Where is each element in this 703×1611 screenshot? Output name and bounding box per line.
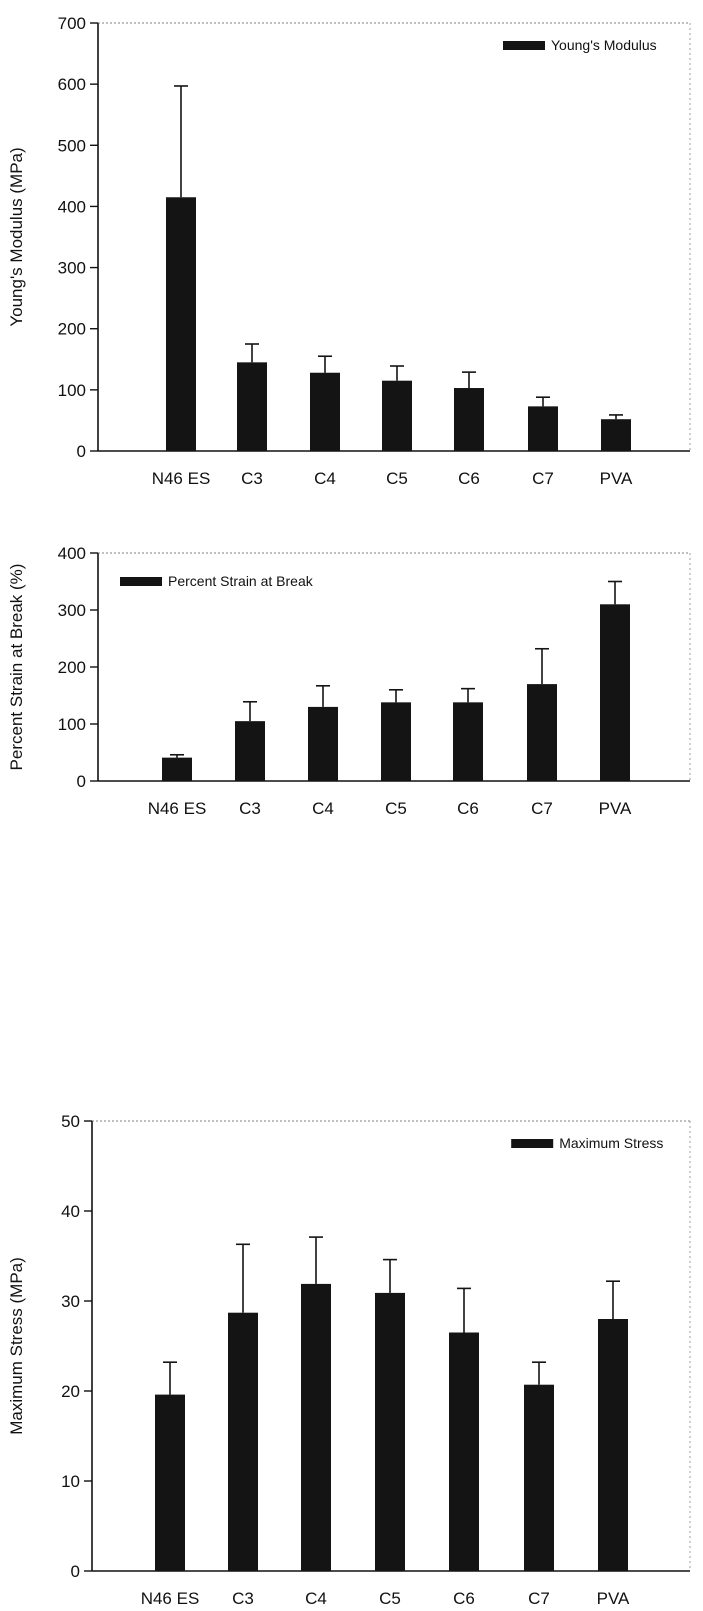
legend-swatch — [511, 1139, 554, 1148]
bar — [308, 706, 338, 781]
x-tick-label: C6 — [453, 1589, 475, 1608]
y-tick-label: 600 — [58, 75, 86, 94]
bar — [601, 419, 631, 451]
y-tick-label: 20 — [61, 1382, 80, 1401]
x-tick-label: C5 — [386, 469, 408, 488]
x-tick-label: C7 — [532, 469, 554, 488]
bar — [375, 1292, 405, 1571]
bar — [524, 1384, 554, 1571]
bar — [382, 380, 412, 451]
chart-panel-1: 0 100 200 300 400 500 600 700 Young's Modulus (M… — [7, 14, 691, 488]
y-tick-label: 300 — [58, 259, 86, 278]
y-tick-label: 30 — [61, 1292, 80, 1311]
bar — [228, 1312, 258, 1571]
bar — [600, 604, 630, 781]
x-tick-label: C5 — [379, 1589, 401, 1608]
y-tick-label: 40 — [61, 1202, 80, 1221]
y-tick-label: 500 — [58, 136, 86, 155]
y-tick-label: 200 — [58, 320, 86, 339]
y-tick-label: 200 — [58, 658, 86, 677]
bar — [301, 1283, 331, 1571]
x-tick-label: PVA — [597, 1589, 630, 1608]
y-axis-label: Maximum Stress (MPa) — [7, 1257, 26, 1435]
y-tick-label: 100 — [58, 381, 86, 400]
x-tick-label: C6 — [457, 799, 479, 818]
x-tick-label: C4 — [314, 469, 336, 488]
bar — [528, 406, 558, 451]
y-axis-label: Young's Modulus (MPa) — [7, 147, 26, 326]
bar — [381, 702, 411, 781]
legend-label: Percent Strain at Break — [168, 573, 314, 589]
x-tick-label: C4 — [312, 799, 334, 818]
bar — [237, 362, 267, 451]
legend-label: Maximum Stress — [559, 1135, 663, 1151]
chart-panel-3: 0 10 20 30 40 50 Maximum Stress (MPa) N46 ES C3 C… — [7, 1112, 691, 1608]
x-tick-label: C3 — [241, 469, 263, 488]
y-tick-label: 700 — [58, 14, 86, 33]
legend-swatch — [503, 41, 545, 50]
x-tick-label: PVA — [599, 799, 632, 818]
bar — [235, 721, 265, 781]
bar — [454, 388, 484, 451]
y-tick-label: 0 — [71, 1562, 80, 1581]
x-tick-label: C3 — [232, 1589, 254, 1608]
bar — [162, 757, 192, 781]
bar — [155, 1394, 185, 1571]
x-tick-label: C6 — [458, 469, 480, 488]
x-tick-label: C3 — [239, 799, 261, 818]
x-tick-label: N46 ES — [152, 469, 211, 488]
bar — [453, 702, 483, 781]
y-tick-label: 300 — [58, 601, 86, 620]
y-tick-label: 400 — [58, 544, 86, 563]
y-tick-label: 100 — [58, 715, 86, 734]
x-tick-label: C5 — [385, 799, 407, 818]
chart-panel-2: 0 100 200 300 400 Percent Strain at Break (%)… — [7, 544, 691, 818]
bar — [166, 197, 196, 451]
bar — [310, 372, 340, 451]
y-axis-label: Percent Strain at Break (%) — [7, 564, 26, 771]
y-tick-label: 50 — [61, 1112, 80, 1131]
legend-swatch — [120, 577, 162, 586]
x-tick-label: C7 — [528, 1589, 550, 1608]
y-tick-label: 10 — [61, 1472, 80, 1491]
x-tick-label: N46 ES — [148, 799, 207, 818]
bar — [527, 684, 557, 781]
x-tick-label: C7 — [531, 799, 553, 818]
x-tick-label: C4 — [305, 1589, 327, 1608]
legend-label: Young's Modulus — [551, 37, 657, 53]
y-tick-label: 0 — [77, 442, 86, 461]
x-tick-label: PVA — [600, 469, 633, 488]
bar — [449, 1332, 479, 1571]
x-tick-label: N46 ES — [141, 1589, 200, 1608]
y-tick-label: 400 — [58, 197, 86, 216]
y-tick-label: 0 — [77, 772, 86, 791]
bar — [598, 1319, 628, 1571]
